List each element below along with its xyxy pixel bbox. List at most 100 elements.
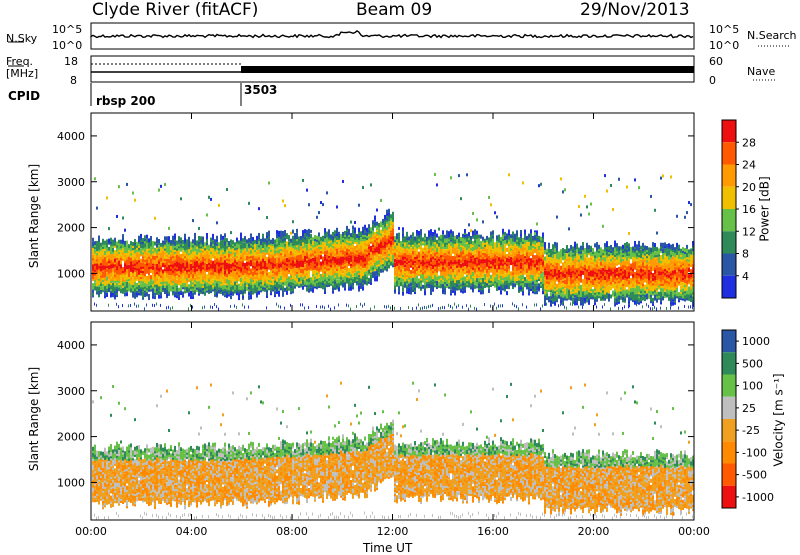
power-echo-cell [466,304,467,307]
power-echo-cell [354,263,356,267]
power-echo-cell [156,260,158,264]
power-echo-cell [252,237,254,241]
power-echo-cell [356,244,358,248]
power-echo-cell [388,264,390,268]
power-echo-cell [352,259,354,263]
power-echo-cell [414,263,416,267]
power-echo-cell [220,257,222,261]
power-echo-cell [256,236,258,240]
power-echo-cell [384,215,386,219]
power-echo-cell [470,252,472,256]
power-echo-cell [472,272,474,276]
power-echo-cell [358,277,360,281]
power-echo-cell [154,248,156,252]
power-echo-cell [458,233,460,237]
power-echo-cell [118,305,119,308]
power-echo-cell [480,241,482,245]
power-echo-cell [386,210,388,214]
power-echo-cell [482,274,484,278]
power-echo-cell [228,253,230,257]
power-echo-cell [306,244,308,248]
power-echo-cell [108,280,110,284]
power-echo-cell [128,265,130,269]
power-echo-cell [272,273,274,277]
power-echo-cell [368,257,370,261]
power-echo-cell [154,260,156,264]
power-echo-cell [364,303,365,306]
power-echo-cell [416,251,418,255]
noise-series [91,31,693,38]
power-echo-cell [290,282,292,286]
power-echo-cell [430,248,432,252]
power-echo-cell [430,266,432,270]
power-echo-cell [296,268,298,272]
power-echo-cell [240,274,242,278]
power-echo-cell [476,308,477,311]
power-echo-cell [458,284,460,288]
power-echo-cell [116,303,117,306]
power-echo-cell [480,235,482,239]
power-echo-cell [226,273,228,277]
power-echo-cell [358,255,360,259]
power-echo-cell [398,266,400,270]
power-echo-cell [290,232,292,235]
power-echo-cell [444,249,446,253]
power-echo-cell [266,306,267,309]
power-echo-cell [116,283,118,287]
power-echo-cell [438,243,440,247]
power-echo-cell [292,256,294,260]
power-echo-cell [206,233,208,237]
power-echo-cell [258,291,260,295]
power-echo-cell [470,305,471,308]
power-echo-cell [152,241,154,245]
power-echo-cell [210,198,212,201]
power-echo-cell [280,284,282,288]
power-echo-cell [464,229,466,233]
power-echo-cell [180,244,182,248]
power-echo-cell [326,250,328,254]
power-echo-cell [106,268,108,272]
power-echo-cell [308,306,309,309]
power-echo-cell [170,285,172,289]
power-echo-cell [242,277,244,281]
power-echo-cell [292,236,294,240]
power-echo-cell [94,303,95,306]
power-echo-cell [318,211,320,214]
power-echo-cell [324,306,325,309]
power-echo-cell [472,251,474,255]
power-echo-cell [228,241,230,245]
power-echo-cell [224,237,226,241]
power-echo-cell [412,232,414,236]
power-echo-cell [310,277,312,281]
power-echo-cell [348,229,350,233]
power-echo-cell [438,267,440,271]
power-echo-cell [338,232,340,236]
power-echo-cell [354,267,356,271]
power-echo-cell [314,276,316,280]
power-echo-cell [118,244,120,248]
power-echo-cell [476,235,478,239]
power-echo-cell [316,256,318,260]
power-echo-cell [160,243,162,247]
power-echo-cell [456,235,458,239]
power-echo-cell [174,234,176,238]
power-echo-cell [438,228,440,231]
power-echo-cell [112,268,114,272]
power-echo-cell [254,240,256,244]
power-echo-cell [294,268,296,272]
power-echo-cell [296,229,298,233]
power-echo-cell [294,276,296,280]
power-echo-cell [436,240,438,244]
power-echo-cell [248,202,250,205]
power-echo-cell [432,232,434,236]
power-echo-cell [388,209,390,213]
power-echo-cell [468,263,470,267]
power-echo-cell [98,236,100,240]
power-echo-cell [284,230,286,234]
power-echo-cell [260,239,262,243]
power-echo-cell [276,303,277,306]
power-echo-cell [118,287,120,291]
power-echo-cell [370,252,372,256]
power-echo-cell [390,256,392,260]
power-echo-cell [332,277,334,281]
